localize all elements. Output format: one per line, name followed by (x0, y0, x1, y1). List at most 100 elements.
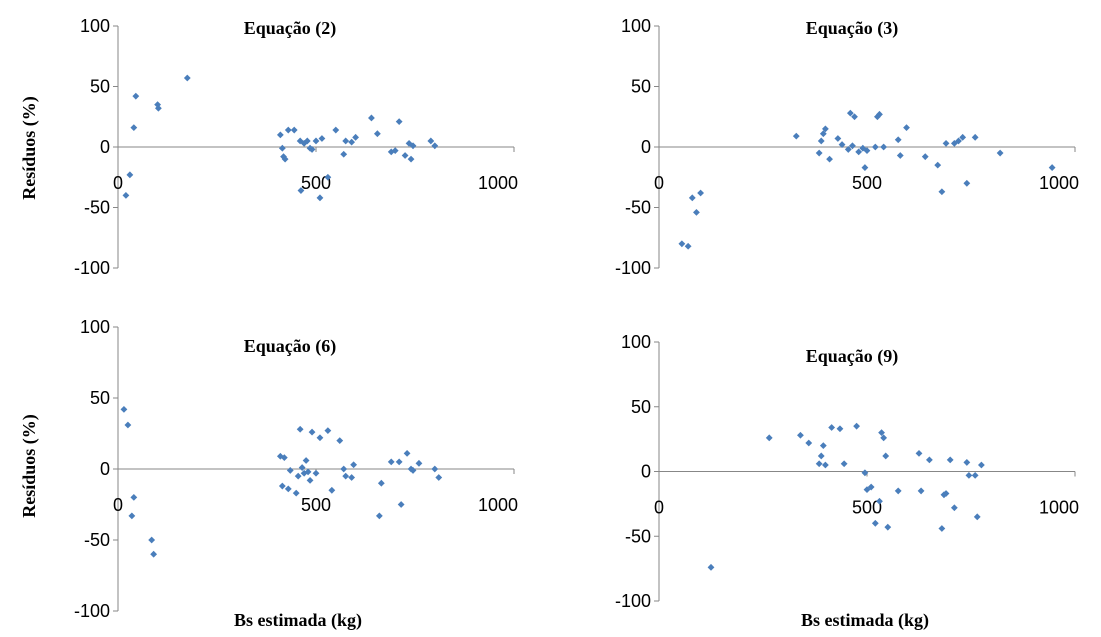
x-tick-label: 1000 (478, 495, 518, 515)
y-tick-label: -100 (74, 601, 110, 621)
panel-equacao-9: Equação (9) 100500-50-10005001000 (615, 332, 1079, 611)
data-point (693, 209, 700, 216)
data-point (922, 153, 929, 160)
data-point (340, 466, 347, 473)
panel-equacao-2: Equação (2) 100500-50-10005001000 (74, 16, 518, 278)
data-point (1049, 164, 1056, 171)
y-tick-label: 50 (90, 388, 110, 408)
chart-title: Equação (3) (806, 18, 899, 39)
data-point (818, 138, 825, 145)
data-point (303, 457, 310, 464)
data-point (336, 437, 343, 444)
data-point (822, 462, 829, 469)
data-point (963, 180, 970, 187)
data-point (916, 450, 923, 457)
data-point (895, 136, 902, 143)
data-point (342, 138, 349, 145)
data-point (348, 474, 355, 481)
x-tick-label: 500 (852, 173, 882, 193)
data-point (128, 512, 135, 519)
data-point (408, 156, 415, 163)
data-point (291, 127, 298, 134)
data-point (841, 460, 848, 467)
data-point (324, 427, 331, 434)
data-point (396, 459, 403, 466)
y-tick-label: 50 (90, 77, 110, 97)
y-axis-label: Resíduos (%) (19, 96, 40, 200)
data-point (132, 93, 139, 100)
data-point (398, 501, 405, 508)
y-tick-label: -50 (625, 526, 651, 546)
data-point (279, 483, 286, 490)
panel-equacao-6: Equação (6) 100500-50-10005001000 (74, 317, 518, 621)
data-point (880, 144, 887, 151)
data-point (897, 152, 904, 159)
data-point (297, 426, 304, 433)
data-point (319, 135, 326, 142)
y-tick-label: -50 (84, 198, 110, 218)
data-point (309, 429, 316, 436)
data-point (317, 434, 324, 441)
data-point (853, 423, 860, 430)
data-point (396, 118, 403, 125)
x-tick-label: 1000 (1039, 173, 1079, 193)
data-point (388, 459, 395, 466)
data-point (918, 488, 925, 495)
y-tick-label: -50 (625, 198, 651, 218)
data-point (277, 132, 284, 139)
data-point (404, 450, 411, 457)
y-tick-label: 100 (80, 317, 110, 337)
chart-title: Equação (9) (806, 346, 899, 367)
y-tick-label: 100 (621, 332, 651, 352)
x-tick-label: 0 (654, 173, 664, 193)
panel-equacao-3: Equação (3) 100500-50-10005001000 (615, 16, 1079, 278)
x-tick-label: 1000 (1039, 498, 1079, 518)
data-point (368, 115, 375, 122)
data-point (837, 425, 844, 432)
data-point (123, 192, 130, 199)
data-point (148, 537, 155, 544)
y-tick-label: -100 (615, 258, 651, 278)
data-point (427, 138, 434, 145)
data-point (374, 130, 381, 137)
x-tick-label: 0 (654, 498, 664, 518)
data-point (978, 462, 985, 469)
y-tick-label: 100 (621, 16, 651, 36)
y-tick-label: -100 (74, 258, 110, 278)
data-point (943, 140, 950, 147)
data-point (285, 127, 292, 134)
data-point (293, 490, 300, 497)
data-point (184, 75, 191, 82)
y-tick-label: 50 (631, 397, 651, 417)
data-point (938, 188, 945, 195)
x-axis-label: Bs estimada (kg) (234, 610, 362, 631)
data-point (766, 434, 773, 441)
data-point (826, 156, 833, 163)
data-point (150, 551, 157, 558)
data-point (697, 190, 704, 197)
x-tick-label: 500 (301, 495, 331, 515)
y-tick-label: 50 (631, 77, 651, 97)
data-point (279, 145, 286, 152)
x-tick-label: 1000 (478, 173, 518, 193)
data-point (816, 460, 823, 467)
data-point (828, 424, 835, 431)
y-tick-label: -100 (615, 591, 651, 611)
data-point (934, 162, 941, 169)
data-point (966, 472, 973, 479)
data-point (884, 524, 891, 531)
data-point (125, 422, 132, 429)
y-tick-label: 0 (100, 459, 110, 479)
data-point (332, 127, 339, 134)
data-point (348, 139, 355, 146)
data-point (793, 133, 800, 140)
data-point (834, 135, 841, 142)
data-point (350, 461, 357, 468)
data-point (972, 472, 979, 479)
data-point (416, 460, 423, 467)
data-point (295, 473, 302, 480)
data-point (951, 504, 958, 511)
y-axis-label: Resíduos (%) (19, 414, 40, 518)
data-point (816, 150, 823, 157)
